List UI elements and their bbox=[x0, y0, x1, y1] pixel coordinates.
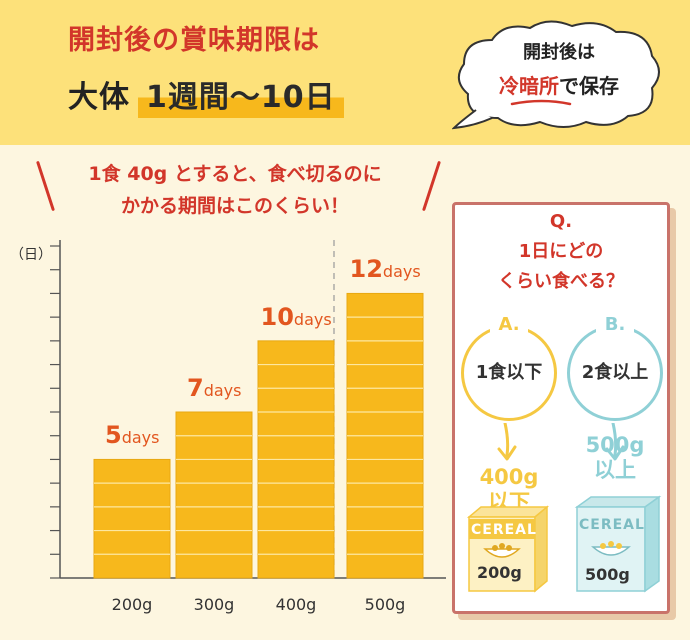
subheading: 1食 40g とすると、食べ切るのに かかる期間はこのくらい！ bbox=[40, 158, 430, 222]
bar bbox=[93, 458, 171, 579]
bar-value-number: 12 bbox=[349, 255, 383, 284]
bar-value-unit: days bbox=[121, 428, 160, 448]
x-tick-label: 300g bbox=[193, 595, 235, 614]
option-b-circle: B. 2食以上 bbox=[567, 314, 663, 421]
bar-value-label: 10days bbox=[261, 303, 332, 331]
question-line1: Q. bbox=[549, 211, 573, 232]
bar-value-label: 5days bbox=[105, 421, 159, 449]
option-a-tag: A. bbox=[490, 314, 528, 335]
bar-value-label: 12days bbox=[350, 255, 421, 283]
option-b-amount-line2: 以上 bbox=[594, 458, 636, 482]
cloud-icon bbox=[452, 20, 660, 130]
bar-value-number: 7 bbox=[187, 374, 204, 402]
cloud-suffix: で保存 bbox=[559, 74, 619, 98]
bar-value-number: 10 bbox=[260, 302, 294, 331]
header-highlight: 1週間～10日 bbox=[138, 72, 344, 118]
arrow-down-icon bbox=[605, 423, 625, 461]
bar bbox=[175, 411, 253, 579]
cereal-box-small-icon bbox=[466, 505, 550, 593]
arrow-down-icon bbox=[497, 423, 517, 461]
option-a-box-weight: 200g bbox=[477, 563, 522, 582]
option-b-amount-line1: 500g bbox=[585, 433, 645, 457]
cereal-box-large-icon bbox=[574, 495, 662, 593]
question-line3: くらい食べる？ bbox=[498, 271, 624, 292]
header-subtitle: 大体 1週間～10日 bbox=[68, 72, 344, 118]
option-b-label: 2食以上 bbox=[581, 362, 649, 383]
bar-value-unit: days bbox=[382, 262, 421, 282]
header-prefix: 大体 bbox=[68, 80, 130, 115]
subheading-line2: かかる期間はこのくらい！ bbox=[120, 195, 349, 217]
bar-value-unit: days bbox=[293, 309, 332, 329]
bar-value-number: 5 bbox=[105, 421, 122, 450]
option-b-amount: 500g 以上 bbox=[565, 433, 665, 483]
x-tick-label: 400g bbox=[275, 595, 317, 614]
option-b-box-weight: 500g bbox=[585, 565, 630, 584]
option-b-box-title: CEREAL bbox=[579, 517, 645, 533]
bar-value-label: 7days bbox=[187, 374, 241, 402]
question-line2: 1日にどの bbox=[518, 241, 604, 262]
bar-value-unit: days bbox=[203, 381, 242, 400]
option-a-circle: A. 1食以下 bbox=[461, 314, 557, 421]
header-banner: 開封後の賞味期限は 大体 1週間～10日 開封後は 冷暗所で保存 bbox=[0, 0, 690, 145]
x-tick-label: 500g bbox=[364, 595, 406, 614]
option-b-tag: B. bbox=[596, 314, 634, 335]
option-a-box-title: CEREAL bbox=[471, 522, 537, 538]
cloud-highlight: 冷暗所 bbox=[499, 74, 559, 98]
x-tick-label: 200g bbox=[111, 595, 153, 614]
speech-cloud: 開封後は 冷暗所で保存 bbox=[452, 18, 666, 130]
y-axis-label: （日） bbox=[10, 247, 52, 263]
question: Q. 1日にどの くらい食べる？ bbox=[455, 207, 667, 297]
option-a-amount-line1: 400g bbox=[479, 465, 539, 489]
header-title: 開封後の賞味期限は bbox=[68, 25, 320, 56]
option-a-label: 1食以下 bbox=[475, 362, 543, 383]
qa-panel: Q. 1日にどの くらい食べる？ A. 1食以下 400g 以下 CEREAL … bbox=[452, 202, 670, 614]
subheading-line1: 1食 40g とすると、食べ切るのに bbox=[88, 163, 382, 185]
cloud-line2: 冷暗所で保存 bbox=[452, 70, 666, 99]
cloud-line1: 開封後は bbox=[523, 42, 595, 63]
